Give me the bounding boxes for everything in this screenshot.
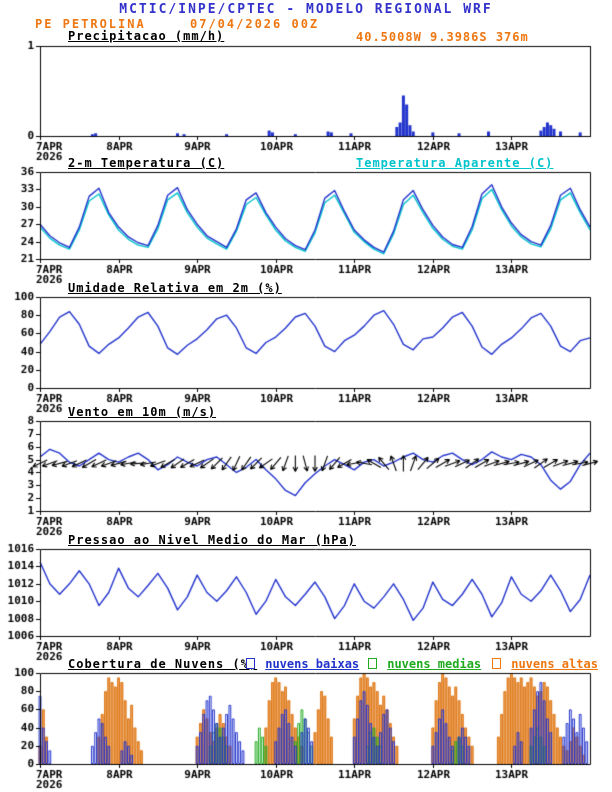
page-title: MCTIC/INPE/CPTEC - MODELO REGIONAL WRF bbox=[119, 2, 493, 17]
panel-title-humidity: Umidade Relativa em 2m (%) bbox=[68, 281, 282, 295]
legend-label-medias: nuvens medias bbox=[387, 657, 482, 671]
panel-title-clouds: Cobertura de Nuvens (%) bbox=[68, 657, 258, 671]
location-label: 40.5008W 9.3986S 376m bbox=[356, 30, 529, 44]
run-datetime: 07/04/2026 00Z bbox=[190, 17, 320, 31]
panel-title-temperature: 2-m Temperatura (C) bbox=[68, 156, 225, 170]
legend-nuvens-medias: nuvens medias bbox=[368, 657, 481, 671]
legend-apparent-temperature: Temperatura Aparente (C) bbox=[356, 156, 554, 170]
legend-nuvens-baixas: nuvens baixas bbox=[246, 657, 359, 671]
nuvens-medias-swatch-icon bbox=[368, 658, 377, 669]
station-label: PE PETROLINA bbox=[35, 17, 146, 31]
legend-nuvens-altas: nuvens altas bbox=[492, 657, 598, 671]
legend-label-altas: nuvens altas bbox=[511, 657, 598, 671]
legend-label-baixas: nuvens baixas bbox=[265, 657, 360, 671]
panel-title-precipitation: Precipitacao (mm/h) bbox=[68, 29, 225, 43]
panel-title-wind: Vento em 10m (m/s) bbox=[68, 405, 217, 419]
panel-title-pressure: Pressao ao Nivel Medio do Mar (hPa) bbox=[68, 533, 356, 547]
nuvens-altas-swatch-icon bbox=[492, 658, 501, 669]
nuvens-baixas-swatch-icon bbox=[246, 658, 255, 669]
